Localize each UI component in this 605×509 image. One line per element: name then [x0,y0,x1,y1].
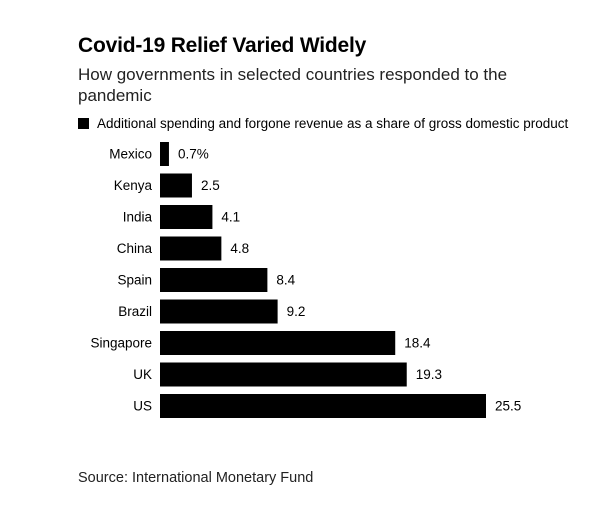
bar-kenya [160,173,192,198]
value-label-mexico: 0.7% [178,147,209,162]
category-label-spain: Spain [117,273,152,288]
legend: Additional spending and forgone revenue … [78,116,568,131]
bar-brazil [160,299,278,324]
chart-title: Covid-19 Relief Varied Widely [78,34,367,57]
chart-subtitle: How governments in selected countries re… [78,65,508,105]
bar-spain [160,268,268,292]
value-label-kenya: 2.5 [201,178,220,193]
bar-india [160,205,213,229]
value-label-brazil: 9.2 [287,304,306,319]
bar-china [160,236,222,261]
value-label-singapore: 18.4 [404,336,431,351]
category-label-brazil: Brazil [118,304,152,319]
value-label-spain: 8.4 [276,273,295,288]
category-label-mexico: Mexico [109,147,152,162]
bar-us [160,394,486,418]
category-label-china: China [117,241,153,256]
bar-singapore [160,331,396,355]
legend-swatch [78,118,89,129]
category-label-kenya: Kenya [114,178,153,193]
bar-mexico [160,142,169,166]
value-label-uk: 19.3 [416,367,442,382]
category-label-uk: UK [133,367,152,382]
value-label-india: 4.1 [221,210,240,225]
category-label-us: US [133,399,152,414]
value-label-china: 4.8 [230,241,249,256]
category-label-singapore: Singapore [90,336,152,351]
value-label-us: 25.5 [495,399,521,414]
category-label-india: India [123,210,153,225]
legend-label: Additional spending and forgone revenue … [97,116,569,131]
source-note: Source: International Monetary Fund [78,470,314,486]
bar-uk [160,362,407,387]
